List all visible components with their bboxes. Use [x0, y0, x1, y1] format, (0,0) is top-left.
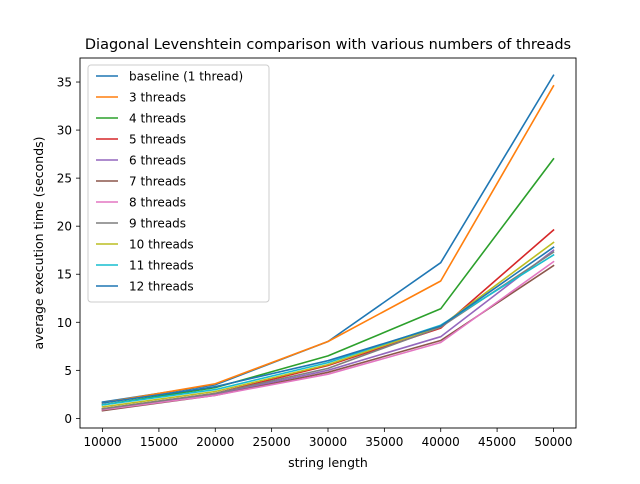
- y-tick-label: 10: [57, 316, 72, 330]
- legend-label: 3 threads: [129, 91, 186, 105]
- y-tick-label: 20: [57, 220, 72, 234]
- chart-title: Diagonal Levenshtein comparison with var…: [85, 37, 571, 53]
- y-axis-label: average execution time (seconds): [31, 136, 46, 349]
- x-tick-label: 15000: [140, 435, 178, 449]
- series-line-7: [101, 260, 555, 411]
- plot-area: [101, 74, 555, 412]
- y-tick-label: 15: [57, 268, 72, 282]
- legend: baseline (1 thread) 3 threads 4 threads 5 t…: [87, 64, 270, 303]
- legend-label: 6 threads: [129, 154, 186, 168]
- series-line-3: [101, 157, 555, 406]
- x-tick-label: 45000: [478, 435, 516, 449]
- legend-box: [87, 64, 270, 303]
- series-line-9: [101, 241, 555, 408]
- series-line-11: [101, 246, 555, 404]
- x-tick-label: 40000: [422, 435, 460, 449]
- legend-label: 9 threads: [129, 217, 186, 231]
- y-axis-ticks: 0 5 10 15 20 25 30 35: [57, 76, 80, 426]
- legend-label: 7 threads: [129, 175, 186, 189]
- y-tick-label: 5: [64, 364, 72, 378]
- legend-label: 12 threads: [129, 280, 194, 294]
- x-tick-label: 10000: [83, 435, 121, 449]
- y-tick-label: 35: [57, 76, 72, 90]
- x-tick-label: 30000: [309, 435, 347, 449]
- series-line-10: [101, 253, 555, 406]
- legend-label: baseline (1 thread): [129, 70, 243, 84]
- x-tick-label: 35000: [365, 435, 403, 449]
- y-tick-label: 25: [57, 172, 72, 186]
- legend-label: 4 threads: [129, 112, 186, 126]
- x-tick-label: 50000: [534, 435, 572, 449]
- legend-label: 5 threads: [129, 133, 186, 147]
- y-tick-label: 0: [64, 412, 72, 426]
- legend-label: 11 threads: [129, 259, 194, 273]
- legend-label: 8 threads: [129, 196, 186, 210]
- series-line-2: [101, 84, 555, 404]
- x-axis-ticks: 10000 15000 20000 25000 30000 35000 40000 45000…: [83, 428, 573, 449]
- x-axis-label: string length: [288, 455, 368, 470]
- x-tick-label: 20000: [196, 435, 234, 449]
- y-tick-label: 30: [57, 124, 72, 138]
- legend-label: 10 threads: [129, 238, 194, 252]
- x-tick-label: 25000: [253, 435, 291, 449]
